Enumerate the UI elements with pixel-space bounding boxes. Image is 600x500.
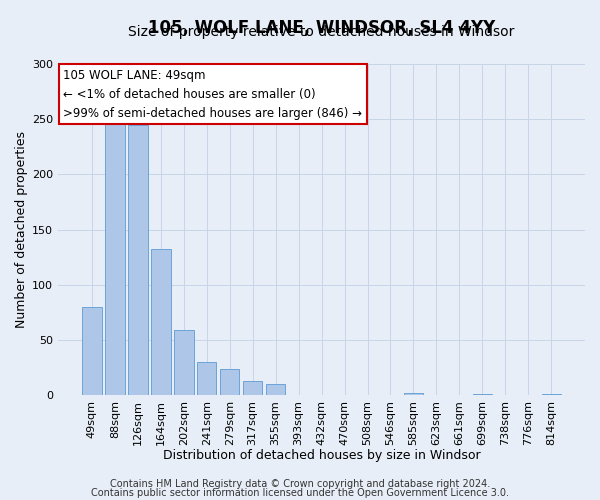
Bar xyxy=(197,362,217,396)
Y-axis label: Number of detached properties: Number of detached properties xyxy=(15,131,28,328)
Bar xyxy=(220,369,239,396)
Text: 105, WOLF LANE, WINDSOR, SL4 4YY: 105, WOLF LANE, WINDSOR, SL4 4YY xyxy=(148,20,495,38)
Bar xyxy=(128,124,148,396)
Bar xyxy=(243,381,262,396)
Bar xyxy=(82,307,101,396)
Bar xyxy=(174,330,194,396)
Text: 105 WOLF LANE: 49sqm
← <1% of detached houses are smaller (0)
>99% of semi-detac: 105 WOLF LANE: 49sqm ← <1% of detached h… xyxy=(64,69,362,120)
Text: Contains public sector information licensed under the Open Government Licence 3.: Contains public sector information licen… xyxy=(91,488,509,498)
Title: Size of property relative to detached houses in Windsor: Size of property relative to detached ho… xyxy=(128,25,515,39)
Bar xyxy=(473,394,492,396)
Bar xyxy=(151,250,170,396)
X-axis label: Distribution of detached houses by size in Windsor: Distribution of detached houses by size … xyxy=(163,450,481,462)
Bar xyxy=(542,394,561,396)
Bar xyxy=(105,119,125,396)
Bar xyxy=(266,384,286,396)
Text: Contains HM Land Registry data © Crown copyright and database right 2024.: Contains HM Land Registry data © Crown c… xyxy=(110,479,490,489)
Bar xyxy=(404,393,423,396)
